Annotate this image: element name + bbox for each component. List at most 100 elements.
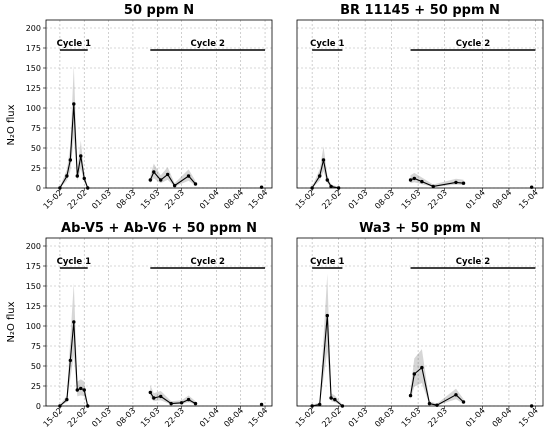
data-point [318,402,322,407]
data-point [193,401,198,406]
x-tick-label: 15-03 [139,406,162,429]
y-tick-label: 50 [31,144,41,153]
y-tick-label: 200 [26,242,41,251]
data-point [329,396,333,400]
data-point [340,404,345,408]
panel-title: Wa3 + 50 ppm N [359,221,481,236]
confidence-band [59,65,88,188]
y-tick-label: 25 [31,164,41,173]
data-point [325,313,329,318]
data-point [310,404,314,408]
data-point [412,372,417,376]
cycle-label: Cycle 2 [190,39,224,49]
data-point [454,393,458,397]
data-point [79,386,83,391]
data-point [336,186,341,190]
series-line [59,103,89,189]
x-tick-label: 15-02 [294,188,317,211]
confidence-band [59,283,88,406]
data-point [529,404,534,408]
x-tick-label: 15-02 [294,406,317,429]
data-point [427,401,432,406]
data-point [75,388,79,392]
data-point [431,184,435,189]
x-tick-label: 15-03 [400,406,423,429]
data-point [68,158,73,162]
x-tick-label: 15-02 [42,406,65,429]
data-point [58,186,62,190]
y-tick-label: 25 [31,382,41,391]
panel-title: BR 11145 + 50 ppm N [340,3,500,18]
x-tick-label: 15-03 [139,188,162,211]
y-tick-label: 175 [26,262,41,271]
y-tick-label: 0 [36,184,41,193]
x-tick-label: 01-03 [347,188,370,211]
data-point [169,401,173,406]
x-tick-label: 08-03 [115,406,138,429]
data-point [65,174,69,178]
data-point [333,397,337,402]
y-tick-label: 0 [36,402,41,411]
data-point [65,397,69,402]
data-point [193,182,198,186]
axes-frame [45,19,273,189]
data-point [75,174,79,178]
x-tick-label: 01-03 [347,406,370,429]
x-tick-label: 22-03 [163,188,186,211]
data-point [321,158,326,162]
cycle-label: Cycle 2 [456,257,490,267]
x-tick-label: 01-04 [464,188,487,211]
x-tick-label: 01-04 [198,406,221,429]
data-point [529,185,534,189]
data-point [408,178,413,182]
x-tick-label: 08-03 [373,406,396,429]
y-axis-label: N₂O flux [6,104,17,145]
data-point [152,170,156,174]
data-point [412,176,417,181]
data-point [325,178,329,182]
data-point [152,396,156,400]
data-point [435,403,439,407]
y-tick-label: 150 [26,282,41,291]
data-point [82,388,86,392]
axes-frame [45,237,273,407]
y-tick-label: 175 [26,44,41,53]
data-point [454,180,458,185]
x-tick-label: 22-03 [426,406,449,429]
data-point [86,404,90,408]
x-tick-label: 01-04 [464,406,487,429]
x-tick-label: 22-03 [163,406,186,429]
cycle-label: Cycle 1 [57,257,91,267]
cycle-label: Cycle 1 [310,257,344,267]
data-point [172,183,177,188]
data-point [259,402,264,407]
confidence-band [410,349,464,406]
data-point [461,181,466,185]
confidence-band [150,385,196,405]
data-point [329,184,333,189]
x-tick-label: 15-02 [42,188,65,211]
x-tick-label: 01-04 [198,188,221,211]
data-point [461,400,466,404]
x-tick-label: 22-03 [426,188,449,211]
data-point [259,185,264,189]
data-point [72,320,76,324]
panel-title: 50 ppm N [124,3,194,18]
data-point [420,365,424,370]
x-tick-label: 08-04 [491,406,514,429]
y-tick-label: 100 [26,104,41,113]
panel-title: Ab-V5 + Ab-V6 + 50 ppm N [61,221,257,236]
axes-frame [296,19,544,189]
y-tick-label: 150 [26,64,41,73]
x-tick-label: 08-04 [222,406,245,429]
panel-3: Ab-V5 + Ab-V6 + 50 ppm N 0 25 50 75 100 125 150… [26,221,273,429]
x-tick-label: 08-04 [491,188,514,211]
x-tick-label: 15-04 [247,406,270,429]
x-tick-label: 22-02 [320,406,343,429]
x-tick-label: 22-02 [66,406,89,429]
x-tick-label: 01-03 [90,406,113,429]
y-tick-label: 200 [26,24,41,33]
data-point [86,186,90,190]
data-point [79,154,83,158]
